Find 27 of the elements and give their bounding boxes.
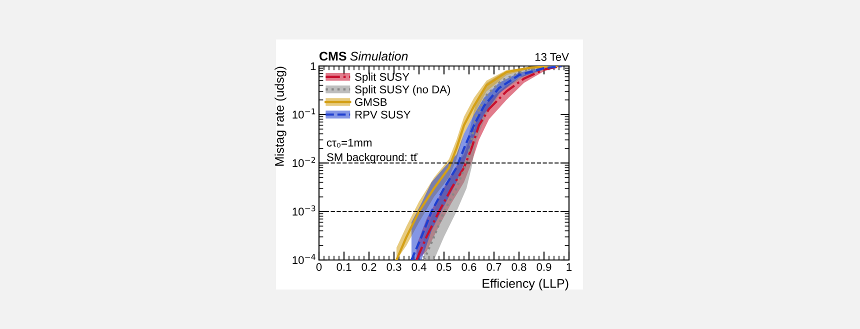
legend-label: Split SUSY: [355, 72, 410, 84]
chart-title: CMS: [320, 52, 346, 61]
x-tick-label: 0: [316, 263, 322, 271]
x-tick-label: 0.1: [336, 263, 352, 271]
annotation: cτ₀=1mm: [326, 138, 372, 148]
x-tick-label: 0.5: [436, 263, 452, 271]
y-tick-label: 1: [310, 62, 316, 70]
legend-label: Split SUSY (no DA): [355, 85, 450, 96]
x-tick-label: 0.9: [536, 263, 552, 271]
x-tick-label: 0.7: [486, 263, 502, 271]
y-tick-label: 10$^{−1}$: [292, 108, 316, 119]
y-tick-label: 10$^{−3}$: [292, 205, 316, 216]
x-tick-label: 0.4: [412, 263, 426, 271]
y-tick-label: 10$^{−4}$: [292, 254, 316, 264]
chart-subtitle: Simulation: [350, 51, 408, 61]
legend-label: RPV SUSY: [355, 110, 410, 119]
x-tick-label: 1: [566, 263, 572, 271]
text: 13 TeV: [535, 53, 569, 61]
x-axis-title: Efficiency (LLP): [482, 278, 568, 290]
x-tick-label: 0.2: [362, 263, 376, 271]
annotation: SM background: tt̄: [327, 152, 418, 164]
x-tick-label: 0.6: [462, 263, 476, 271]
y-tick-label: 10$^{−2}$: [292, 156, 316, 168]
x-tick-label: 0.3: [386, 263, 402, 271]
y-axis-title: Mistag rate (udsg): [274, 66, 286, 166]
legend-label: GMSB: [355, 98, 387, 106]
x-tick-label: 0.8: [512, 263, 526, 271]
